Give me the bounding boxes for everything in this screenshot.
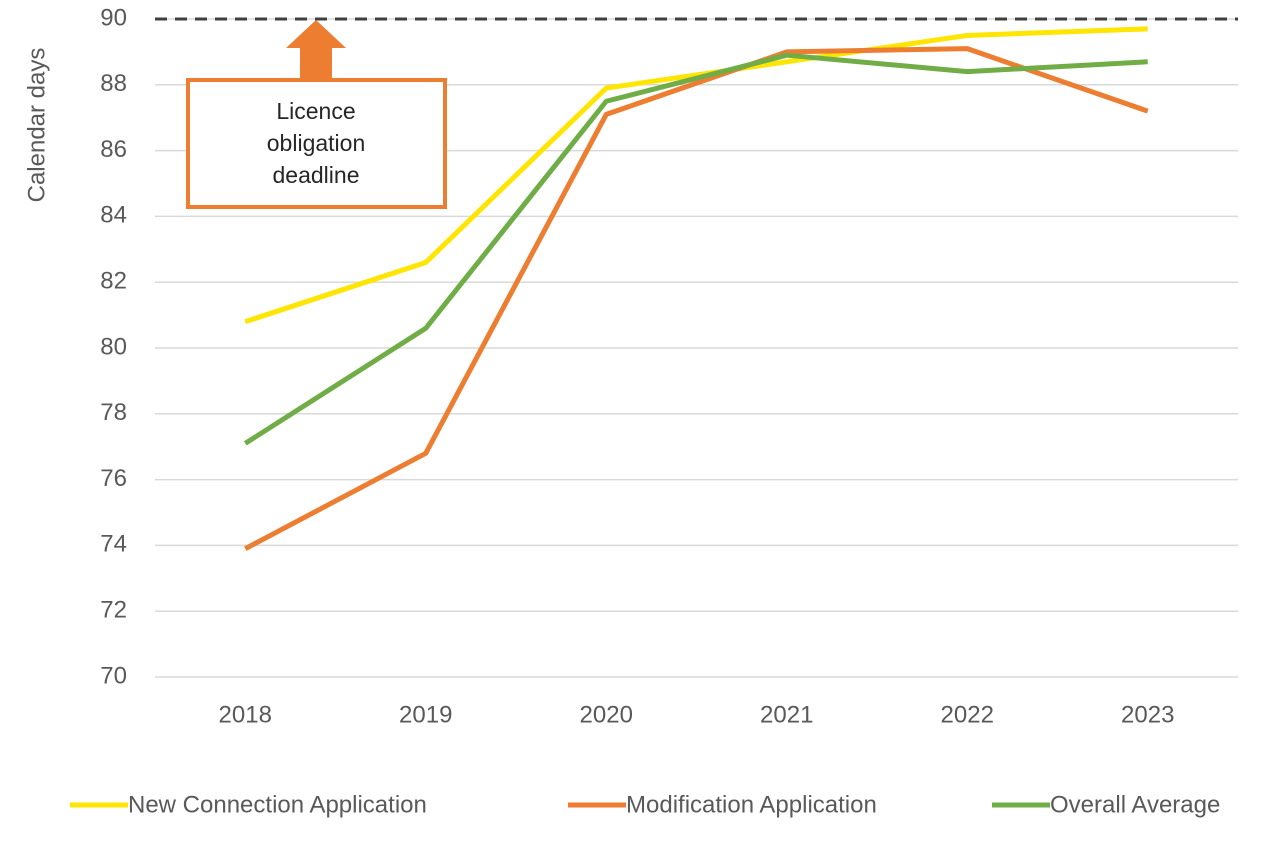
series-line bbox=[243, 52, 1148, 446]
annotation-arrow bbox=[286, 20, 346, 80]
y-tick-label: 72 bbox=[100, 597, 127, 624]
x-tick-label: 2021 bbox=[760, 701, 813, 728]
y-tick-label: 74 bbox=[100, 531, 127, 558]
y-tick-label: 86 bbox=[100, 136, 127, 163]
legend-label: Modification Application bbox=[626, 791, 877, 818]
annotation-text: obligation bbox=[267, 130, 365, 156]
annotation-box bbox=[186, 78, 447, 209]
legend-label: New Connection Application bbox=[128, 791, 427, 818]
annotation-text: deadline bbox=[273, 162, 360, 188]
x-tick-label: 2023 bbox=[1121, 701, 1174, 728]
y-tick-label: 88 bbox=[100, 70, 127, 97]
y-axis-label: Calendar days bbox=[23, 48, 50, 203]
legend-label: Overall Average bbox=[1050, 791, 1220, 818]
annotation-text: Licence bbox=[276, 98, 355, 124]
x-tick-label: 2019 bbox=[399, 701, 452, 728]
x-tick-label: 2018 bbox=[219, 701, 272, 728]
y-tick-label: 84 bbox=[100, 202, 127, 229]
y-tick-label: 80 bbox=[100, 333, 127, 360]
y-tick-label: 82 bbox=[100, 268, 127, 295]
y-tick-label: 90 bbox=[100, 4, 127, 31]
series-line bbox=[244, 46, 1149, 551]
y-tick-label: 76 bbox=[100, 465, 127, 492]
series-line bbox=[244, 26, 1148, 325]
y-tick-label: 78 bbox=[100, 399, 127, 426]
y-tick-label: 70 bbox=[100, 662, 127, 689]
x-tick-label: 2022 bbox=[941, 701, 994, 728]
x-tick-label: 2020 bbox=[580, 701, 633, 728]
